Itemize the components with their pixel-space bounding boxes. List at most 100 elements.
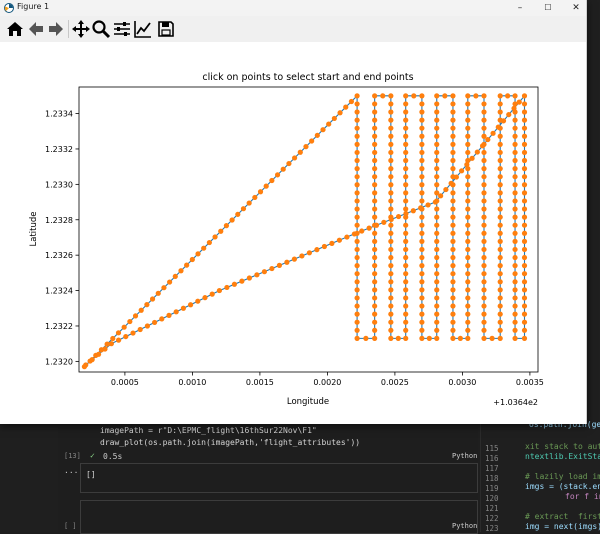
data-point[interactable] (95, 351, 102, 357)
data-point[interactable] (481, 101, 487, 107)
data-point[interactable] (481, 174, 487, 180)
data-point[interactable] (481, 198, 487, 204)
data-point[interactable] (373, 222, 380, 228)
data-point[interactable] (521, 238, 528, 244)
data-point[interactable] (465, 166, 471, 172)
data-point[interactable] (512, 222, 518, 228)
data-point[interactable] (450, 166, 456, 172)
data-point[interactable] (276, 262, 282, 268)
data-point[interactable] (521, 254, 528, 261)
data-point[interactable] (516, 99, 522, 105)
data-point[interactable] (121, 324, 127, 330)
data-point[interactable] (403, 166, 409, 172)
data-point[interactable] (224, 284, 230, 291)
data-point[interactable] (167, 279, 173, 285)
data-point[interactable] (521, 133, 528, 139)
data-point[interactable] (354, 166, 360, 172)
data-point[interactable] (434, 311, 440, 317)
data-point[interactable] (403, 238, 409, 244)
data-point[interactable] (512, 101, 518, 107)
data-point[interactable] (343, 104, 349, 110)
data-point[interactable] (372, 238, 378, 244)
data-point[interactable] (434, 295, 440, 301)
data-point[interactable] (180, 305, 186, 311)
data-point[interactable] (354, 109, 360, 115)
data-point[interactable] (419, 238, 425, 244)
data-point[interactable] (450, 93, 456, 99)
data-point[interactable] (465, 271, 471, 277)
data-point[interactable] (388, 109, 394, 115)
figure-canvas[interactable]: click on points to select start and end … (0, 42, 586, 424)
data-point[interactable] (481, 190, 487, 196)
close-button[interactable]: ✕ (572, 3, 580, 13)
data-point[interactable] (434, 174, 440, 180)
data-point[interactable] (309, 138, 315, 144)
data-point[interactable] (497, 214, 503, 220)
data-point[interactable] (410, 208, 416, 214)
data-point[interactable] (481, 133, 487, 139)
data-point[interactable] (231, 281, 237, 287)
data-point[interactable] (434, 303, 440, 309)
data-point[interactable] (497, 254, 503, 261)
data-point[interactable] (354, 295, 360, 301)
data-point[interactable] (481, 166, 487, 172)
data-point[interactable] (195, 298, 201, 304)
data-point[interactable] (354, 93, 360, 99)
data-point[interactable] (521, 198, 528, 204)
data-point[interactable] (512, 93, 518, 99)
data-point[interactable] (434, 287, 440, 293)
data-point[interactable] (481, 117, 487, 123)
data-point[interactable] (388, 182, 394, 188)
data-point[interactable] (269, 265, 275, 272)
data-point[interactable] (102, 346, 108, 352)
data-point[interactable] (521, 157, 528, 164)
data-point[interactable] (419, 254, 425, 261)
data-point[interactable] (314, 247, 320, 253)
data-point[interactable] (521, 214, 528, 220)
data-point[interactable] (372, 230, 378, 236)
data-point[interactable] (388, 141, 394, 147)
data-point[interactable] (450, 254, 456, 261)
data-point[interactable] (418, 205, 424, 211)
data-point[interactable] (326, 121, 332, 127)
data-point[interactable] (512, 133, 518, 139)
data-point[interactable] (490, 130, 496, 136)
data-point[interactable] (372, 311, 378, 317)
forward-button[interactable] (46, 19, 66, 39)
data-point[interactable] (434, 214, 440, 220)
data-point[interactable] (434, 238, 440, 244)
data-point[interactable] (450, 246, 456, 253)
data-point[interactable] (521, 303, 528, 309)
data-point[interactable] (372, 182, 378, 188)
data-point[interactable] (110, 335, 116, 342)
data-point[interactable] (479, 143, 486, 149)
data-point[interactable] (497, 287, 503, 293)
data-point[interactable] (521, 335, 528, 341)
data-point[interactable] (144, 323, 150, 329)
data-point[interactable] (212, 234, 218, 240)
data-point[interactable] (223, 223, 230, 229)
data-point[interactable] (521, 271, 528, 277)
data-point[interactable] (152, 319, 158, 326)
data-point[interactable] (450, 214, 456, 220)
data-point[interactable] (403, 149, 409, 156)
data-point[interactable] (495, 124, 501, 130)
data-point[interactable] (380, 93, 386, 99)
data-point[interactable] (303, 144, 309, 150)
data-point[interactable] (419, 93, 425, 99)
data-point[interactable] (450, 133, 456, 139)
data-point[interactable] (395, 213, 402, 220)
data-point[interactable] (521, 206, 528, 212)
data-point[interactable] (465, 214, 471, 220)
data-point[interactable] (521, 101, 528, 107)
data-point[interactable] (388, 303, 394, 309)
data-point[interactable] (132, 313, 139, 319)
data-point[interactable] (465, 206, 471, 212)
data-point[interactable] (329, 240, 335, 246)
data-point[interactable] (388, 93, 394, 99)
data-point[interactable] (209, 291, 215, 297)
data-point[interactable] (497, 182, 503, 188)
data-point[interactable] (497, 279, 503, 285)
data-point[interactable] (104, 341, 110, 347)
data-point[interactable] (388, 198, 394, 204)
